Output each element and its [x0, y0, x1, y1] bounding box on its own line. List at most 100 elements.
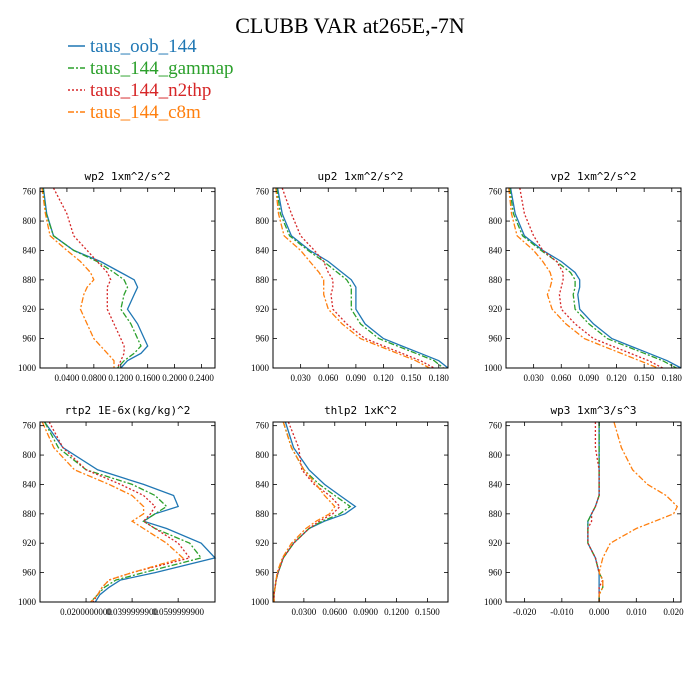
x-tick-label: 0.060 [551, 373, 572, 383]
y-tick-label: 960 [489, 568, 503, 578]
chart-panel: thlp2 1xK^2 760 800 840 880 920 960 1000 0.0300 0… [251, 404, 449, 617]
x-tick-label: 0.180 [662, 373, 683, 383]
legend-entry: taus_144_gammap [68, 58, 234, 79]
chart-panel: rtp2 1E-6x(kg/kg)^2 760 800 840 880 920 960 100… [18, 404, 217, 617]
x-tick-label: 0.0399999900 [106, 607, 158, 617]
panel-title: vp2 1xm^2/s^2 [550, 170, 636, 183]
y-tick-label: 920 [256, 538, 270, 548]
y-tick-label: 1000 [251, 597, 270, 607]
series-line-taus_144_c8m [41, 187, 115, 368]
series-line-taus_144_n2thp [281, 187, 435, 369]
x-tick-label: -0.010 [550, 607, 574, 617]
y-tick-label: 760 [23, 421, 37, 431]
chart-panel: vp2 1xm^2/s^2 760 800 840 880 920 960 1000 0.030… [484, 170, 682, 383]
y-tick-label: 960 [489, 334, 503, 344]
x-tick-label: 0.0400 [55, 373, 80, 383]
y-tick-label: 840 [23, 245, 37, 255]
y-tick-label: 800 [23, 216, 37, 226]
series-line-taus_144_gammap [44, 421, 203, 603]
plot-frame [505, 187, 682, 369]
series-line-taus_144_c8m [41, 421, 185, 603]
y-tick-label: 760 [489, 421, 503, 431]
legend-label: taus_144_gammap [90, 58, 234, 79]
series-line-taus_144_gammap [276, 187, 444, 369]
y-tick-label: 960 [23, 568, 37, 578]
series-line-taus_144_n2thp [273, 421, 341, 602]
y-tick-label: 760 [256, 187, 270, 197]
y-tick-label: 960 [23, 334, 37, 344]
y-tick-label: 760 [23, 187, 37, 197]
series-line-taus_oob_144 [42, 187, 149, 369]
y-tick-label: 920 [256, 304, 270, 314]
x-tick-label: 0.0200000000 [60, 607, 112, 617]
chart-panel: wp3 1xm^3/s^3 760 800 840 880 920 960 1000 -0.02… [484, 404, 684, 617]
legend-entry: taus_144_n2thp [68, 80, 211, 101]
y-tick-label: 880 [489, 275, 503, 285]
legend-label: taus_oob_144 [90, 36, 197, 57]
x-tick-label: 0.030 [291, 373, 312, 383]
y-tick-label: 840 [256, 479, 270, 489]
series-line-taus_144_gammap [273, 421, 352, 602]
series-line-taus_oob_144 [509, 187, 682, 369]
series-line-taus_144_c8m [598, 421, 679, 602]
series-line-taus_oob_144 [587, 422, 600, 602]
y-tick-label: 880 [489, 509, 503, 519]
x-tick-label: 0.090 [579, 373, 600, 383]
series-line-taus_144_c8m [273, 421, 336, 602]
y-tick-label: 1000 [18, 363, 37, 373]
x-tick-label: 0.150 [634, 373, 655, 383]
x-tick-label: 0.120 [606, 373, 627, 383]
y-tick-label: 1000 [251, 363, 270, 373]
y-tick-label: 920 [489, 538, 503, 548]
y-tick-label: 760 [489, 187, 503, 197]
y-tick-label: 960 [256, 334, 270, 344]
y-tick-label: 880 [23, 275, 37, 285]
y-tick-label: 800 [489, 450, 503, 460]
x-tick-label: 0.010 [626, 607, 647, 617]
x-tick-label: 0.120 [373, 373, 394, 383]
y-tick-label: 840 [256, 245, 270, 255]
x-tick-label: 0.1500 [415, 607, 440, 617]
x-tick-label: 0.020 [663, 607, 684, 617]
x-tick-label: 0.1600 [135, 373, 160, 383]
panel-title: wp3 1xm^3/s^3 [550, 404, 636, 417]
plot-frame [505, 421, 682, 603]
series-line-taus_144_n2thp [519, 187, 663, 369]
y-tick-label: 760 [256, 421, 270, 431]
legend-label: taus_144_c8m [90, 102, 201, 123]
y-tick-label: 800 [256, 450, 270, 460]
figure-title: CLUBB VAR at265E,-7N [235, 13, 465, 38]
y-tick-label: 920 [489, 304, 503, 314]
x-tick-label: 0.0599999900 [152, 607, 204, 617]
plot-frame [39, 421, 216, 603]
series-line-taus_144_gammap [509, 187, 677, 369]
legend-label: taus_144_n2thp [90, 80, 211, 101]
x-tick-label: 0.0600 [322, 607, 347, 617]
x-tick-label: 0.1200 [108, 373, 133, 383]
y-tick-label: 840 [489, 245, 503, 255]
x-tick-label: 0.060 [318, 373, 339, 383]
plot-frame [272, 421, 449, 603]
y-tick-label: 1000 [484, 363, 503, 373]
y-tick-label: 960 [256, 568, 270, 578]
y-tick-label: 800 [256, 216, 270, 226]
series-line-taus_144_gammap [42, 187, 142, 369]
panel-title: thlp2 1xK^2 [324, 404, 397, 417]
series-line-taus_oob_144 [44, 421, 217, 603]
y-tick-label: 920 [23, 304, 37, 314]
x-tick-label: 0.090 [346, 373, 367, 383]
x-tick-label: 0.180 [429, 373, 450, 383]
legend-entry: taus_oob_144 [68, 36, 197, 57]
y-tick-label: 1000 [484, 597, 503, 607]
x-tick-label: 0.1200 [384, 607, 409, 617]
series-line-taus_oob_144 [276, 187, 449, 369]
legend-entry: taus_144_c8m [68, 102, 201, 123]
x-tick-label: 0.0800 [81, 373, 106, 383]
series-line-taus_144_n2thp [48, 421, 191, 603]
y-tick-label: 920 [23, 538, 37, 548]
plot-frame [272, 187, 449, 369]
panels: wp2 1xm^2/s^2 760 800 840 880 920 960 1000 0.040… [18, 170, 684, 617]
y-tick-label: 880 [256, 275, 270, 285]
series-line-taus_144_n2thp [587, 422, 604, 602]
